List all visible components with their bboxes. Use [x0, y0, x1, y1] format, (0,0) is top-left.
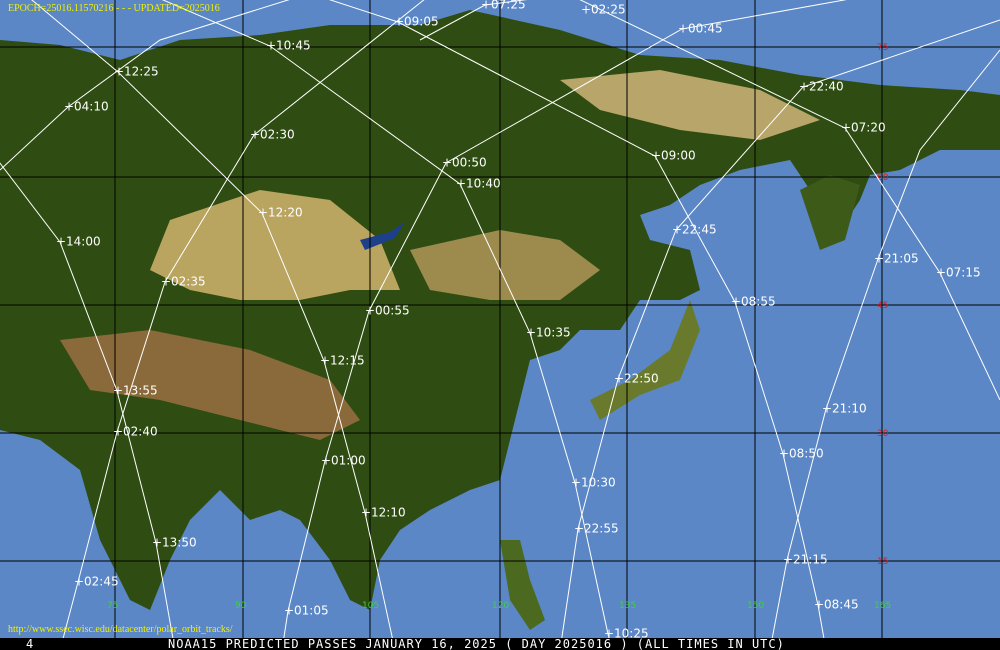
page-number: 4 [26, 637, 34, 650]
pass-marker: + [113, 384, 123, 398]
pass-marker: + [481, 0, 491, 12]
pass-time: 01:05 [294, 604, 329, 618]
pass-time: 14:00 [66, 235, 101, 249]
pass-marker: + [822, 402, 832, 416]
pass-time: 00:45 [688, 22, 723, 36]
pass-time: 12:15 [330, 354, 365, 368]
pass-time: 08:55 [741, 295, 776, 309]
pass-time: 13:50 [162, 536, 197, 550]
pass-marker: + [526, 326, 536, 340]
pass-time: 21:15 [793, 553, 828, 567]
pass-time: 00:50 [452, 156, 487, 170]
pass-marker: + [783, 553, 793, 567]
pass-time: 10:45 [276, 39, 311, 53]
longitude-label: 135 [619, 601, 636, 611]
pass-marker: + [250, 128, 260, 142]
pass-marker: + [614, 372, 624, 386]
pass-marker: + [114, 65, 124, 79]
pass-time: 21:05 [884, 252, 919, 266]
pass-marker: + [841, 121, 851, 135]
pass-marker: + [442, 156, 452, 170]
pass-time: 02:35 [171, 275, 206, 289]
pass-marker: + [604, 627, 614, 641]
footer-bar [0, 638, 1000, 650]
pass-marker: + [936, 266, 946, 280]
pass-time: 02:25 [591, 3, 626, 17]
pass-marker: + [321, 454, 331, 468]
pass-marker: + [678, 22, 688, 36]
pass-marker: + [64, 100, 74, 114]
pass-marker: + [113, 425, 123, 439]
latitude-label: 30 [877, 429, 889, 439]
pass-time: 10:40 [466, 177, 501, 191]
longitude-label: 120 [492, 601, 509, 611]
pass-marker: + [574, 522, 584, 536]
pass-time: 07:15 [946, 266, 981, 280]
pass-time: 04:10 [74, 100, 109, 114]
pass-marker: + [672, 223, 682, 237]
longitude-label: 165 [874, 601, 891, 611]
pass-marker: + [258, 206, 268, 220]
pass-marker: + [266, 39, 276, 53]
pass-time: 09:05 [404, 15, 439, 29]
pass-time: 12:25 [124, 65, 159, 79]
pass-time: 22:45 [682, 223, 717, 237]
pass-marker: + [456, 177, 466, 191]
pass-marker: + [284, 604, 294, 618]
pass-marker: + [56, 235, 66, 249]
pass-marker: + [365, 304, 375, 318]
pass-time: 07:25 [491, 0, 526, 12]
latitude-label: 15 [877, 557, 888, 567]
pass-time: 02:40 [123, 425, 158, 439]
pass-time: 10:35 [536, 326, 571, 340]
pass-marker: + [581, 3, 591, 17]
pass-time: 22:40 [809, 80, 844, 94]
pass-time: 01:00 [331, 454, 366, 468]
pass-time: 00:55 [375, 304, 410, 318]
pass-time: 22:55 [584, 522, 619, 536]
pass-marker: + [814, 598, 824, 612]
pass-time: 22:50 [624, 372, 659, 386]
pass-time: 13:55 [123, 384, 158, 398]
pass-time: 02:30 [260, 128, 295, 142]
pass-time: 12:10 [371, 506, 406, 520]
longitude-label: 75 [107, 601, 118, 611]
pass-marker: + [799, 80, 809, 94]
pass-marker: + [779, 447, 789, 461]
longitude-label: 90 [235, 601, 247, 611]
caption: NOAA15 PREDICTED PASSES JANUARY 16, 2025… [168, 637, 785, 650]
latitude-label: 60 [877, 173, 889, 183]
pass-marker: + [152, 536, 162, 550]
pass-time: 10:25 [614, 627, 649, 641]
pass-marker: + [651, 149, 661, 163]
pass-marker: + [731, 295, 741, 309]
latitude-label: 45 [877, 301, 888, 311]
longitude-label: 150 [747, 601, 764, 611]
pass-marker: + [74, 575, 84, 589]
pass-marker: + [161, 275, 171, 289]
pass-time: 08:45 [824, 598, 859, 612]
pass-marker: + [394, 15, 404, 29]
longitude-label: 105 [362, 601, 379, 611]
pass-marker: + [874, 252, 884, 266]
pass-time: 07:20 [851, 121, 886, 135]
pass-time: 09:00 [661, 149, 696, 163]
latitude-label: 75 [877, 43, 888, 53]
pass-marker: + [320, 354, 330, 368]
pass-time: 08:50 [789, 447, 824, 461]
source-url: http://www.ssec.wisc.edu/datacenter/pola… [8, 624, 233, 635]
pass-time: 12:20 [268, 206, 303, 220]
pass-time: 02:45 [84, 575, 119, 589]
epoch: EPOCH=25016.11570216 - - - UPDATED=20250… [8, 3, 220, 14]
pass-marker: + [361, 506, 371, 520]
pass-marker: + [571, 476, 581, 490]
pass-time: 10:30 [581, 476, 616, 490]
pass-time: 21:10 [832, 402, 867, 416]
pass-labels: +07:25 +02:25+ 09:05 +00:45+ 10:45+ 12:25+ 22:… [56, 0, 981, 641]
